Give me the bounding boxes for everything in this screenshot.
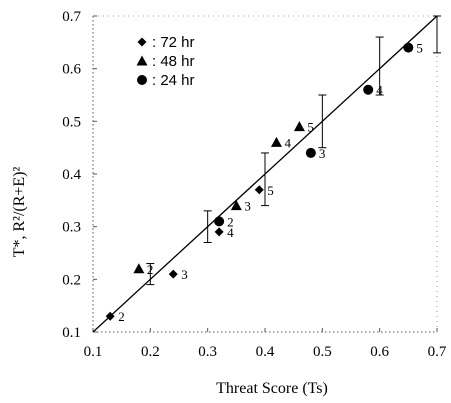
data-point-circle bbox=[363, 84, 374, 95]
data-point-label: 2 bbox=[227, 214, 234, 229]
legend-entry: : 48 hr bbox=[152, 53, 195, 70]
data-point-label: 3 bbox=[319, 146, 326, 161]
data-point-triangle bbox=[270, 136, 282, 147]
data-point-label: 5 bbox=[416, 41, 423, 56]
legend: : 72 hr : 48 hr : 24 hr bbox=[136, 34, 195, 89]
x-tick-label: 0.7 bbox=[428, 344, 447, 360]
data-point-label: 4 bbox=[284, 135, 291, 150]
data-point-diamond bbox=[105, 311, 115, 321]
error-bar bbox=[318, 94, 327, 149]
data-point-label: 4 bbox=[376, 83, 383, 98]
axes: 0.1 0.2 0.3 0.4 0.5 0.6 0.7 0.1 0.2 0.3 0.4 0.5 0.6 0… bbox=[62, 9, 447, 360]
y-axis-label: T*, R²/(R+E)² bbox=[11, 166, 28, 257]
legend-entry: : 24 hr bbox=[152, 72, 195, 89]
data-point-circle bbox=[403, 42, 414, 53]
data-point-label: 2 bbox=[118, 309, 125, 324]
error-bar bbox=[375, 36, 384, 96]
data-point-label: 4 bbox=[227, 225, 234, 240]
data-point-label: 2 bbox=[147, 262, 154, 277]
x-tick-label: 0.2 bbox=[141, 344, 160, 360]
error-bar bbox=[433, 15, 441, 54]
x-tick-label: 0.5 bbox=[313, 344, 332, 360]
y-tick-label: 0.2 bbox=[62, 272, 81, 288]
x-tick-label: 0.1 bbox=[84, 344, 103, 360]
data-point-label: 3 bbox=[244, 199, 251, 214]
legend-entry: : 72 hr bbox=[152, 34, 195, 51]
error-bar bbox=[203, 210, 212, 243]
data-point-diamond bbox=[168, 269, 178, 279]
data-point-triangle bbox=[293, 121, 305, 132]
x-tick-label: 0.4 bbox=[256, 344, 275, 360]
x-tick-label: 0.3 bbox=[198, 344, 217, 360]
data-point-label: 5 bbox=[267, 183, 274, 198]
error-bars bbox=[146, 15, 441, 286]
x-axis-label: Threat Score (Ts) bbox=[216, 380, 328, 397]
data-point-circle bbox=[214, 216, 225, 227]
data-point-triangle bbox=[133, 263, 145, 274]
data-point-triangle bbox=[230, 200, 242, 211]
y-tick-label: 0.7 bbox=[62, 9, 81, 25]
legend-marker-triangle bbox=[136, 55, 148, 66]
y-tick-label: 0.4 bbox=[62, 167, 81, 183]
legend-marker-circle bbox=[137, 75, 147, 85]
x-tick-label: 0.6 bbox=[370, 344, 389, 360]
error-bar bbox=[261, 152, 269, 207]
y-tick-label: 0.3 bbox=[62, 220, 81, 236]
data-point-circle bbox=[305, 147, 316, 158]
data-point-label: 3 bbox=[181, 267, 188, 282]
data-point-label: 5 bbox=[307, 120, 314, 135]
data-point-diamond bbox=[254, 185, 264, 195]
error-bar bbox=[146, 263, 155, 286]
y-tick-label: 0.1 bbox=[62, 325, 81, 341]
data-point-diamond bbox=[214, 227, 224, 237]
y-tick-label: 0.6 bbox=[62, 62, 81, 78]
y-tick-label: 0.5 bbox=[62, 114, 81, 130]
legend-marker-diamond bbox=[137, 37, 147, 47]
